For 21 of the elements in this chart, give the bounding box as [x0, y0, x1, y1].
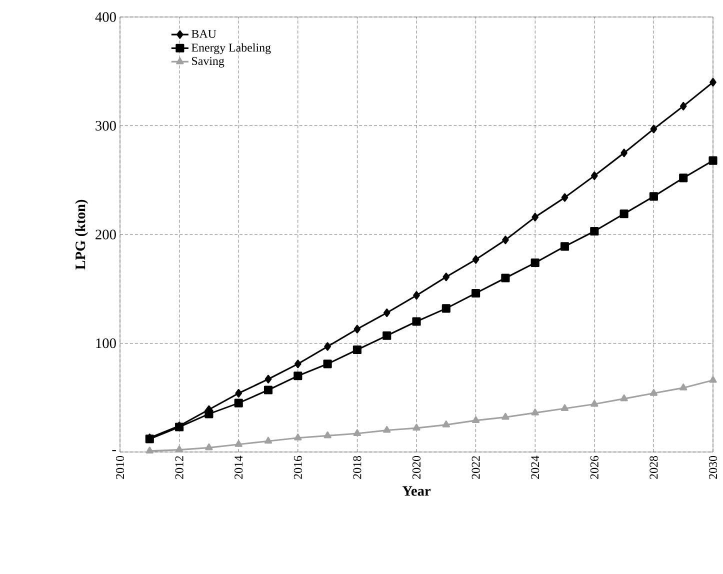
x-tick-label: 2026 — [590, 456, 598, 479]
y-tick-label: 100 — [96, 338, 116, 348]
legend-label: BAU — [192, 30, 216, 38]
x-tick-label: 2014 — [234, 456, 243, 479]
x-tick-label: 2022 — [472, 456, 480, 479]
x-tick-label: 2020 — [412, 456, 421, 479]
y-tick-label: 300 — [96, 120, 116, 131]
x-tick-label: 2028 — [650, 456, 658, 479]
x-tick-label: 2024 — [531, 456, 540, 479]
y-tick-label: - — [112, 450, 116, 452]
x-tick-label: 2010 — [116, 456, 124, 479]
y-tick-label: 200 — [96, 230, 116, 240]
y-axis-title: LPG (kton) — [75, 200, 88, 270]
x-tick-label: 2018 — [353, 456, 362, 479]
x-axis-title: Year — [402, 486, 431, 496]
x-tick-label: 2012 — [175, 456, 184, 479]
y-tick-label: 400 — [95, 12, 116, 22]
x-tick-label: 2030 — [708, 456, 718, 479]
x-tick-label: 2016 — [294, 456, 302, 479]
legend-label: Saving — [192, 57, 224, 68]
legend-label: Energy Labeling — [192, 43, 271, 54]
